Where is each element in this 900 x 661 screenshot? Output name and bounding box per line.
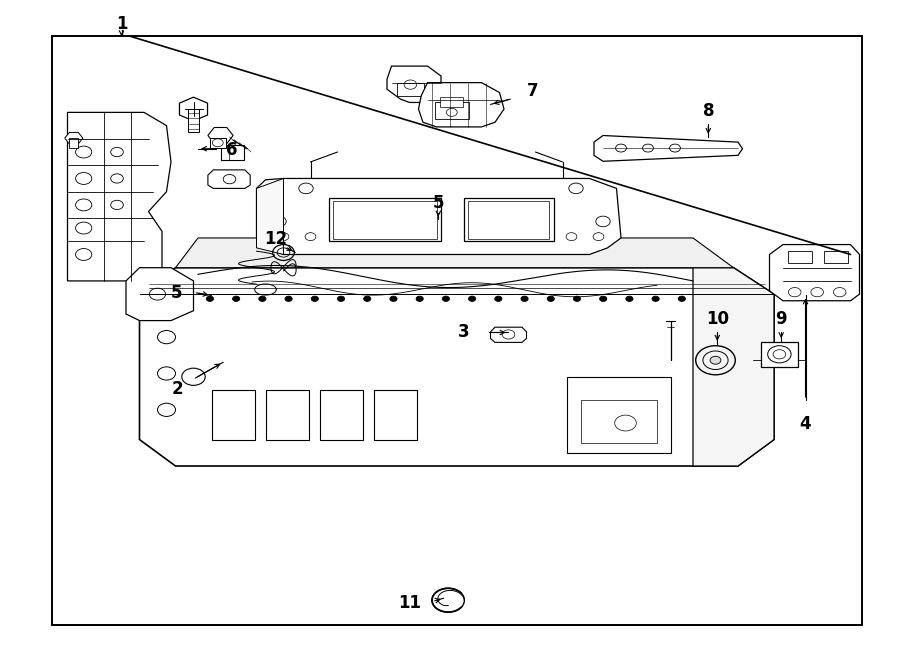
Bar: [567, 377, 670, 453]
Polygon shape: [491, 327, 526, 342]
Polygon shape: [68, 112, 171, 281]
Polygon shape: [176, 238, 733, 268]
Text: 3: 3: [458, 323, 469, 342]
Bar: [69, 138, 78, 148]
Polygon shape: [140, 268, 774, 466]
Circle shape: [338, 296, 345, 301]
Text: 12: 12: [264, 230, 287, 249]
Circle shape: [469, 296, 476, 301]
Circle shape: [390, 296, 397, 301]
Bar: [760, 342, 798, 367]
Bar: [440, 97, 463, 107]
Polygon shape: [126, 268, 194, 321]
Circle shape: [495, 296, 502, 301]
Circle shape: [180, 296, 187, 301]
Circle shape: [416, 296, 423, 301]
Text: 5: 5: [433, 194, 444, 212]
Bar: [52, 36, 862, 625]
Circle shape: [547, 296, 554, 301]
Bar: [328, 198, 441, 241]
Bar: [320, 390, 363, 440]
Bar: [188, 109, 199, 132]
Circle shape: [285, 296, 292, 301]
Polygon shape: [770, 245, 860, 301]
Bar: [397, 83, 424, 96]
Circle shape: [154, 296, 161, 301]
Polygon shape: [387, 66, 441, 102]
Text: 8: 8: [703, 102, 714, 120]
Polygon shape: [256, 178, 284, 254]
Text: 4: 4: [800, 415, 811, 434]
Bar: [333, 201, 436, 239]
Bar: [824, 251, 848, 263]
Text: 11: 11: [398, 594, 421, 613]
Circle shape: [206, 296, 213, 301]
Text: 10: 10: [706, 310, 729, 329]
Circle shape: [705, 296, 712, 301]
Polygon shape: [179, 97, 208, 121]
Polygon shape: [65, 132, 83, 144]
Text: 2: 2: [172, 379, 183, 398]
Bar: [210, 138, 226, 148]
Circle shape: [599, 296, 607, 301]
Bar: [464, 198, 554, 241]
Circle shape: [679, 296, 686, 301]
Circle shape: [232, 296, 239, 301]
Text: 1: 1: [116, 15, 127, 34]
Circle shape: [757, 296, 764, 301]
Text: 9: 9: [776, 310, 787, 329]
Polygon shape: [208, 170, 250, 188]
Circle shape: [731, 296, 738, 301]
Circle shape: [710, 356, 721, 364]
Circle shape: [521, 296, 528, 301]
Bar: [266, 390, 309, 440]
Polygon shape: [693, 268, 774, 466]
Circle shape: [626, 296, 633, 301]
Bar: [212, 390, 255, 440]
Polygon shape: [418, 83, 504, 127]
Bar: [435, 102, 469, 119]
Circle shape: [364, 296, 371, 301]
Bar: [788, 251, 812, 263]
Polygon shape: [256, 178, 621, 254]
Bar: [374, 390, 417, 440]
Bar: [468, 201, 549, 239]
Circle shape: [652, 296, 659, 301]
Bar: [220, 145, 244, 160]
Polygon shape: [208, 128, 233, 143]
Text: 7: 7: [527, 82, 538, 100]
Circle shape: [311, 296, 319, 301]
Circle shape: [573, 296, 580, 301]
Circle shape: [259, 296, 266, 301]
Circle shape: [442, 296, 449, 301]
Text: 6: 6: [227, 141, 238, 159]
Bar: [580, 400, 657, 443]
Text: 5: 5: [171, 284, 182, 302]
Polygon shape: [594, 136, 742, 161]
